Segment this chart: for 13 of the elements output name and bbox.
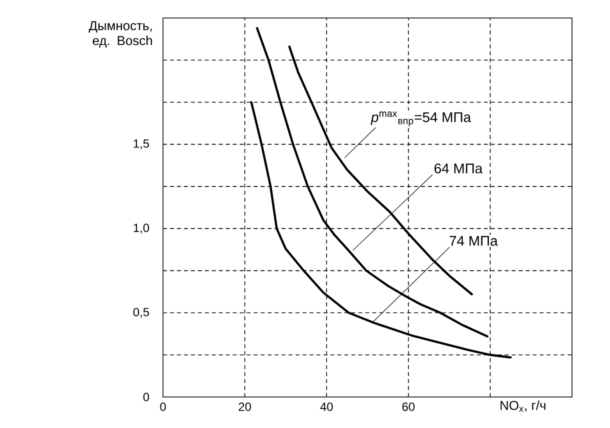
annotation: p$^{max}$$_{впр}$=54 МПа — [370, 112, 472, 126]
y-tick-label: 0 — [143, 392, 150, 402]
x-tick-label: 20 — [238, 402, 251, 411]
x-tick-label: 40 — [320, 402, 333, 411]
y-axis-title: Дымность, ед. Bosch — [88, 21, 152, 48]
y-tick-label: 1,5 — [134, 139, 150, 150]
x-tick-label: 0 — [160, 402, 166, 411]
y-tick-label: 1,0 — [134, 224, 150, 234]
y-tick-label: 0,5 — [133, 308, 150, 318]
x-tick-label: 60 — [402, 402, 415, 411]
x-axis-title: NO$_{x}$, г/ч — [500, 400, 546, 412]
annotation: 74 МПа — [450, 236, 498, 246]
annotation: 64 МПа — [434, 163, 483, 174]
